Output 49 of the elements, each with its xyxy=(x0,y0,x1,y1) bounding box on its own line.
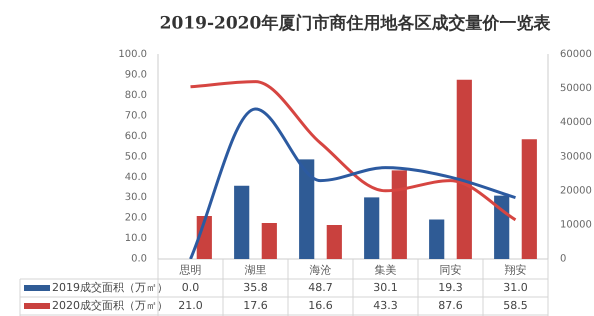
y-tick-label: 20.0 xyxy=(124,212,147,224)
data-label: 87.6 xyxy=(438,298,463,312)
data-label: 48.7 xyxy=(308,280,333,294)
y2-tick-label: 0 xyxy=(560,254,566,265)
data-label: 31.0 xyxy=(503,280,528,294)
x-tick-label: 翔安 xyxy=(504,263,526,276)
x-tick-label: 同安 xyxy=(440,263,462,276)
data-label: 17.6 xyxy=(243,298,268,312)
y2-tick-label: 20000 xyxy=(560,185,592,196)
data-label: 30.1 xyxy=(373,280,398,294)
bar xyxy=(234,186,250,259)
chart-title: 2019-2020年厦门市商住用地各区成交量价一览表 xyxy=(160,14,552,34)
bar xyxy=(522,139,537,259)
data-label: 43.3 xyxy=(373,298,398,312)
data-label: 0.0 xyxy=(182,280,200,294)
y-tick-label: 60.0 xyxy=(124,130,147,142)
bar xyxy=(392,170,407,259)
y-tick-label: 40.0 xyxy=(124,172,147,183)
y-tick-label: 80.0 xyxy=(124,90,147,101)
line-series xyxy=(189,107,517,259)
data-label: 16.6 xyxy=(308,298,333,312)
bar xyxy=(456,80,472,259)
x-tick-label: 海沧 xyxy=(310,263,332,276)
x-tick-label: 思明 xyxy=(178,263,202,276)
data-label: 21.0 xyxy=(178,298,203,312)
data-label: 19.3 xyxy=(438,280,463,294)
y-tick-label: 90.0 xyxy=(124,69,147,80)
y2-tick-label: 40000 xyxy=(560,117,592,128)
x-tick-label: 湖里 xyxy=(244,263,266,276)
y2-tick-label: 50000 xyxy=(560,83,592,94)
y-tick-label: 70.0 xyxy=(124,110,147,122)
y-tick-label: 50.0 xyxy=(124,151,147,162)
bar xyxy=(364,197,380,259)
x-tick-label: 集美 xyxy=(374,263,396,276)
y2-tick-label: 10000 xyxy=(560,219,592,230)
y2-tick-label: 30000 xyxy=(560,151,592,162)
line-series xyxy=(189,80,517,222)
bar xyxy=(326,225,342,259)
y-tick-label: 100.0 xyxy=(118,48,147,60)
data-label: 35.8 xyxy=(243,280,268,294)
y-tick-label: 0.0 xyxy=(131,254,147,265)
legend-label: 2019成交面积（万㎡） xyxy=(52,280,168,294)
y-tick-label: 10.0 xyxy=(124,233,147,244)
legend-label: 2020成交面积（万㎡） xyxy=(52,298,168,312)
bar xyxy=(429,220,444,259)
y2-tick-label: 60000 xyxy=(560,48,592,60)
y-tick-label: 30.0 xyxy=(124,192,147,204)
bar xyxy=(262,222,277,259)
data-label: 58.5 xyxy=(503,298,528,312)
